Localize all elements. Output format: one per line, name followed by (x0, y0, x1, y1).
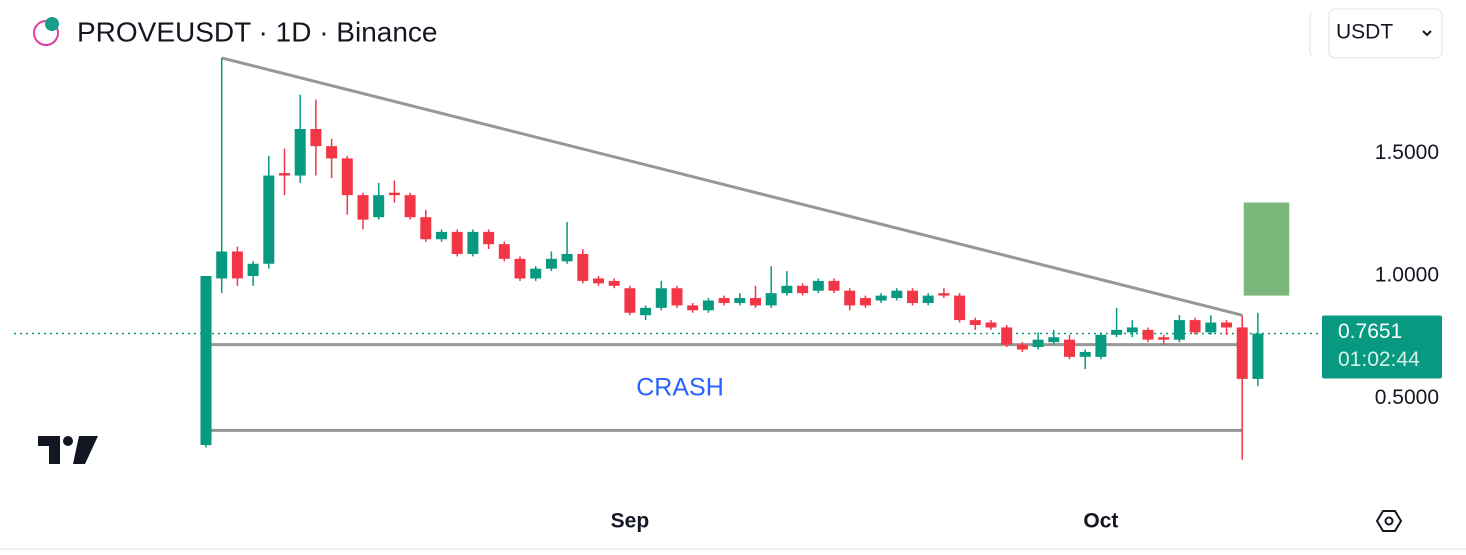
candle-body (844, 290, 856, 306)
candle-body (1064, 339, 1075, 357)
candle-body (200, 276, 212, 446)
candle-body (812, 280, 824, 291)
candle-body (1126, 327, 1138, 333)
trendline (221, 56, 1243, 317)
candle-body (341, 158, 353, 196)
y-tick-label: 1.0000 (1375, 264, 1439, 287)
settings-button[interactable] (1375, 510, 1403, 532)
candle-body (655, 288, 667, 308)
dropdown-arrow (1422, 30, 1432, 37)
candle-body (467, 231, 479, 254)
settings-dot (1384, 516, 1394, 526)
candle-body (263, 175, 275, 264)
candle-body (436, 231, 447, 240)
candle-body (1016, 344, 1028, 350)
candle-body (1236, 327, 1248, 379)
candle-body (640, 307, 652, 316)
candle-body (1095, 334, 1107, 357)
candle-body (797, 285, 809, 294)
candle-body (404, 195, 416, 218)
candle-body (279, 173, 290, 176)
candle-body (498, 244, 510, 259)
candle-body (1142, 329, 1154, 340)
candle-body (891, 290, 903, 299)
candle-body (561, 253, 573, 262)
candle-body (294, 129, 306, 176)
candle-body (373, 195, 385, 218)
price-label-box (1322, 315, 1442, 379)
candle-body (593, 278, 604, 284)
candle-body (545, 258, 557, 269)
candle-body (451, 231, 463, 254)
candle-body (514, 258, 526, 279)
currency-dropdown[interactable] (1328, 8, 1443, 59)
candle-body (859, 298, 871, 306)
candle-body (357, 195, 369, 220)
chart-title: PROVEUSDT · 1D · Binance (77, 16, 438, 47)
candle-body (1079, 351, 1091, 357)
x-tick-label: Oct (1083, 510, 1118, 533)
candle-body (969, 320, 981, 325)
candle-body (954, 295, 966, 321)
toolbar-edge (1309, 11, 1314, 57)
target-box (1243, 202, 1290, 296)
candle-body (1048, 337, 1060, 343)
candle-body (702, 300, 714, 311)
candle-body (247, 263, 259, 276)
candle-body (671, 288, 683, 306)
candle-body (577, 253, 589, 281)
countdown-label: 01:02:44 (1338, 348, 1420, 371)
candle-body (1173, 320, 1185, 340)
candle-body (1111, 329, 1123, 335)
candle-body (483, 231, 495, 245)
candle-body (781, 285, 793, 294)
candle-body (750, 298, 761, 306)
symbol-icon (33, 17, 59, 46)
candle-body (1189, 320, 1201, 333)
y-tick-label: 1.5000 (1375, 141, 1439, 164)
candle-body (828, 280, 840, 291)
candle-body (1252, 333, 1264, 379)
candle-body (624, 288, 636, 313)
y-tick-label: 0.5000 (1375, 386, 1439, 409)
candle-body (530, 268, 542, 279)
candle-body (938, 293, 950, 296)
candle-body (608, 280, 620, 286)
candle-body (985, 322, 997, 328)
candle-body (310, 129, 322, 147)
candle-body (1221, 322, 1232, 328)
candle-body (420, 217, 432, 240)
candle-body (1032, 339, 1044, 348)
candle-body (1205, 322, 1217, 333)
tradingview-logo (38, 436, 98, 464)
candle-body (216, 251, 228, 279)
candle-body (922, 295, 934, 303)
candle-body (326, 146, 338, 159)
candle-body (231, 251, 243, 279)
candle-body (687, 305, 699, 311)
candle-body (765, 293, 777, 306)
x-tick-label: Sep (611, 510, 650, 533)
candle-body (388, 192, 400, 196)
candle-body (1001, 327, 1013, 345)
candle-body (907, 290, 918, 303)
currency-label: USDT (1336, 21, 1393, 44)
candle-body (875, 295, 887, 301)
candle-body (734, 298, 746, 303)
price-label: 0.7651 (1338, 320, 1402, 343)
candle-body (718, 298, 730, 303)
annotation: CRASH (636, 374, 724, 402)
candle-body (1158, 337, 1170, 340)
